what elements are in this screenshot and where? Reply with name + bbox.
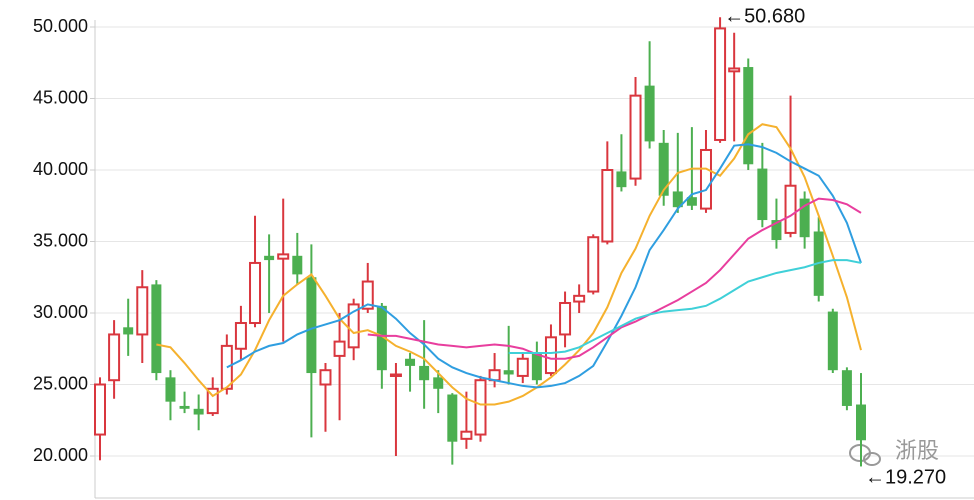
candle-body (503, 370, 514, 375)
candle-body (376, 305, 387, 371)
candle-body (333, 340, 346, 357)
candle-body (799, 198, 810, 238)
watermark: 浙股 (895, 438, 939, 463)
candle-body (292, 255, 303, 275)
candle-body (94, 383, 106, 436)
candle-body (165, 377, 176, 402)
candle-body (193, 408, 204, 415)
candle-body (559, 301, 572, 336)
y-tick-label: 45.000 (33, 87, 88, 107)
annotation: ←19.270 (865, 467, 946, 489)
candle-body (784, 184, 797, 234)
candle-body (757, 168, 768, 221)
moving-average-line (156, 123, 862, 406)
candle-body (616, 171, 627, 188)
candle-body (699, 148, 712, 210)
moving-average-line (508, 259, 862, 355)
candle-body (841, 370, 852, 406)
candle-body (179, 405, 190, 409)
candle-body (419, 365, 430, 381)
candle-body (319, 369, 332, 386)
candle-body (672, 191, 683, 208)
candle-body (234, 322, 247, 350)
candle-body (474, 379, 487, 436)
candle-body (306, 277, 317, 374)
candle-body (220, 344, 233, 390)
candle-body (136, 286, 149, 336)
y-tick-label: 35.000 (33, 230, 88, 250)
moving-average-line (226, 143, 862, 389)
y-tick-label: 25.000 (33, 373, 88, 393)
candle-body (277, 253, 290, 260)
candle-body (347, 303, 360, 349)
y-tick-label: 20.000 (33, 445, 88, 465)
candle-body (743, 67, 754, 165)
candle-body (544, 336, 557, 375)
candle-body (405, 358, 416, 366)
candle-body (856, 404, 866, 441)
candle-body (447, 394, 458, 442)
annotation: ←50.680 (724, 6, 805, 28)
candle-body (714, 27, 727, 141)
candle-body (361, 280, 374, 310)
candle-body (629, 94, 642, 180)
candle-body (601, 169, 614, 243)
candle-body (827, 311, 838, 371)
y-tick-label: 30.000 (33, 302, 88, 322)
candle-body (644, 85, 655, 142)
candle-body (264, 255, 275, 261)
candle-body (771, 220, 782, 241)
watermark-icon (849, 444, 881, 466)
candle-body (433, 377, 444, 389)
candle-body (151, 284, 162, 374)
candle-body (728, 67, 741, 73)
candle-body (460, 430, 473, 440)
candle-body (389, 373, 402, 377)
candle-body (516, 357, 529, 377)
candle-body (249, 261, 262, 325)
candle-body (531, 353, 542, 381)
candle-body (573, 294, 586, 303)
candle-body (658, 142, 669, 196)
moving-average-line (367, 197, 862, 360)
candle-body (108, 333, 121, 382)
candle-body (587, 236, 600, 293)
y-tick-label: 40.000 (33, 159, 88, 179)
candle-body (686, 197, 697, 206)
candle-body (206, 387, 219, 415)
candle-body (123, 327, 134, 335)
y-tick-label: 50.000 (33, 16, 88, 36)
